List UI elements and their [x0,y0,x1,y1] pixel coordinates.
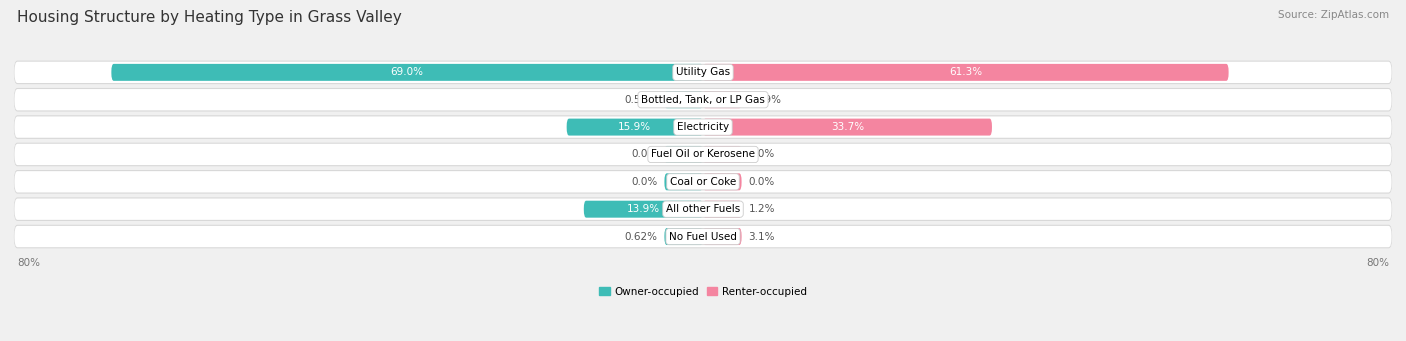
FancyBboxPatch shape [14,62,1392,83]
Text: Housing Structure by Heating Type in Grass Valley: Housing Structure by Heating Type in Gra… [17,10,402,25]
Text: Electricity: Electricity [676,122,730,132]
FancyBboxPatch shape [567,119,703,136]
Text: 33.7%: 33.7% [831,122,865,132]
FancyBboxPatch shape [665,91,703,108]
FancyBboxPatch shape [703,64,1229,81]
FancyBboxPatch shape [703,173,741,190]
Text: Coal or Coke: Coal or Coke [669,177,737,187]
FancyBboxPatch shape [703,119,993,136]
Text: 0.69%: 0.69% [748,95,782,105]
FancyBboxPatch shape [14,116,1392,138]
Text: 0.0%: 0.0% [748,149,775,160]
Text: Fuel Oil or Kerosene: Fuel Oil or Kerosene [651,149,755,160]
Text: 0.62%: 0.62% [624,232,658,241]
FancyBboxPatch shape [665,173,703,190]
Text: Source: ZipAtlas.com: Source: ZipAtlas.com [1278,10,1389,20]
Text: 15.9%: 15.9% [619,122,651,132]
Text: 80%: 80% [1367,258,1389,268]
FancyBboxPatch shape [14,171,1392,192]
FancyBboxPatch shape [665,228,703,245]
FancyBboxPatch shape [14,226,1392,247]
Text: 0.0%: 0.0% [631,177,658,187]
FancyBboxPatch shape [14,116,1392,138]
FancyBboxPatch shape [703,146,741,163]
Text: All other Fuels: All other Fuels [666,204,740,214]
FancyBboxPatch shape [14,61,1392,84]
FancyBboxPatch shape [14,225,1392,248]
Text: 1.2%: 1.2% [748,204,775,214]
FancyBboxPatch shape [583,201,703,218]
FancyBboxPatch shape [14,144,1392,165]
FancyBboxPatch shape [703,201,741,218]
FancyBboxPatch shape [665,146,703,163]
Legend: Owner-occupied, Renter-occupied: Owner-occupied, Renter-occupied [595,283,811,301]
FancyBboxPatch shape [14,198,1392,220]
FancyBboxPatch shape [703,228,741,245]
Text: 0.0%: 0.0% [631,149,658,160]
Text: Utility Gas: Utility Gas [676,68,730,77]
Text: 61.3%: 61.3% [949,68,983,77]
Text: 0.55%: 0.55% [624,95,658,105]
Text: 0.0%: 0.0% [748,177,775,187]
FancyBboxPatch shape [14,198,1392,220]
FancyBboxPatch shape [14,89,1392,110]
FancyBboxPatch shape [14,143,1392,166]
Text: 80%: 80% [17,258,39,268]
Text: 3.1%: 3.1% [748,232,775,241]
FancyBboxPatch shape [111,64,703,81]
FancyBboxPatch shape [14,89,1392,111]
Text: 69.0%: 69.0% [391,68,423,77]
Text: Bottled, Tank, or LP Gas: Bottled, Tank, or LP Gas [641,95,765,105]
Text: No Fuel Used: No Fuel Used [669,232,737,241]
FancyBboxPatch shape [14,170,1392,193]
Text: 13.9%: 13.9% [627,204,659,214]
FancyBboxPatch shape [703,91,741,108]
